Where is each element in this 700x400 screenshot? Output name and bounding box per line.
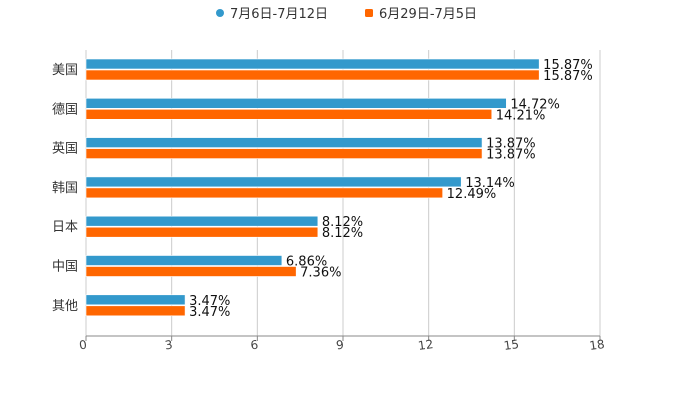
bar-previous	[85, 266, 297, 277]
bar-current	[85, 215, 319, 227]
bar-previous	[85, 109, 493, 120]
data-label: 14.72%	[510, 97, 560, 112]
category-label: 中国	[52, 260, 78, 275]
category-label: 日本	[52, 220, 78, 235]
category-label: 德国	[52, 102, 78, 117]
legend-label-1: 6月29日-7月5日	[379, 7, 477, 22]
category-label: 美国	[52, 63, 78, 78]
bar-previous	[85, 187, 443, 199]
legend-marker-1	[365, 9, 373, 17]
data-label: 12.49%	[447, 187, 497, 202]
bar-current	[85, 255, 283, 266]
data-label: 14.21%	[496, 108, 546, 123]
data-label: 13.14%	[465, 176, 515, 191]
bar-current	[85, 58, 540, 70]
x-tick-label: 12	[417, 337, 434, 353]
category-label: 其他	[52, 299, 78, 314]
data-label: 6.86%	[286, 255, 327, 270]
data-label: 15.87%	[543, 69, 593, 84]
legend-label-0: 7月6日-7月12日	[230, 7, 328, 22]
bar-previous	[85, 305, 186, 317]
data-label: 15.87%	[543, 58, 593, 73]
data-label: 3.47%	[189, 305, 230, 320]
x-tick-label: 0	[78, 338, 88, 353]
legend-marker-0	[216, 9, 224, 17]
bar-current	[85, 294, 186, 306]
x-tick-label: 15	[503, 337, 520, 353]
data-label: 8.12%	[322, 226, 363, 241]
bar-current	[85, 176, 462, 188]
data-label: 3.47%	[189, 294, 230, 309]
category-label: 韩国	[52, 181, 78, 196]
bar-previous	[85, 69, 540, 81]
data-label: 8.12%	[322, 215, 363, 230]
category-label: 英国	[52, 142, 78, 157]
data-label: 13.87%	[486, 148, 536, 163]
data-label: 7.36%	[300, 266, 341, 281]
x-tick-label: 18	[588, 337, 605, 353]
bar-current	[85, 98, 507, 109]
x-tick-label: 6	[250, 338, 260, 353]
bar-current	[85, 137, 483, 148]
bar-previous	[85, 226, 319, 238]
x-tick-label: 3	[164, 338, 174, 353]
data-label: 13.87%	[486, 137, 536, 152]
bar-previous	[85, 148, 483, 159]
x-tick-label: 9	[335, 338, 345, 353]
